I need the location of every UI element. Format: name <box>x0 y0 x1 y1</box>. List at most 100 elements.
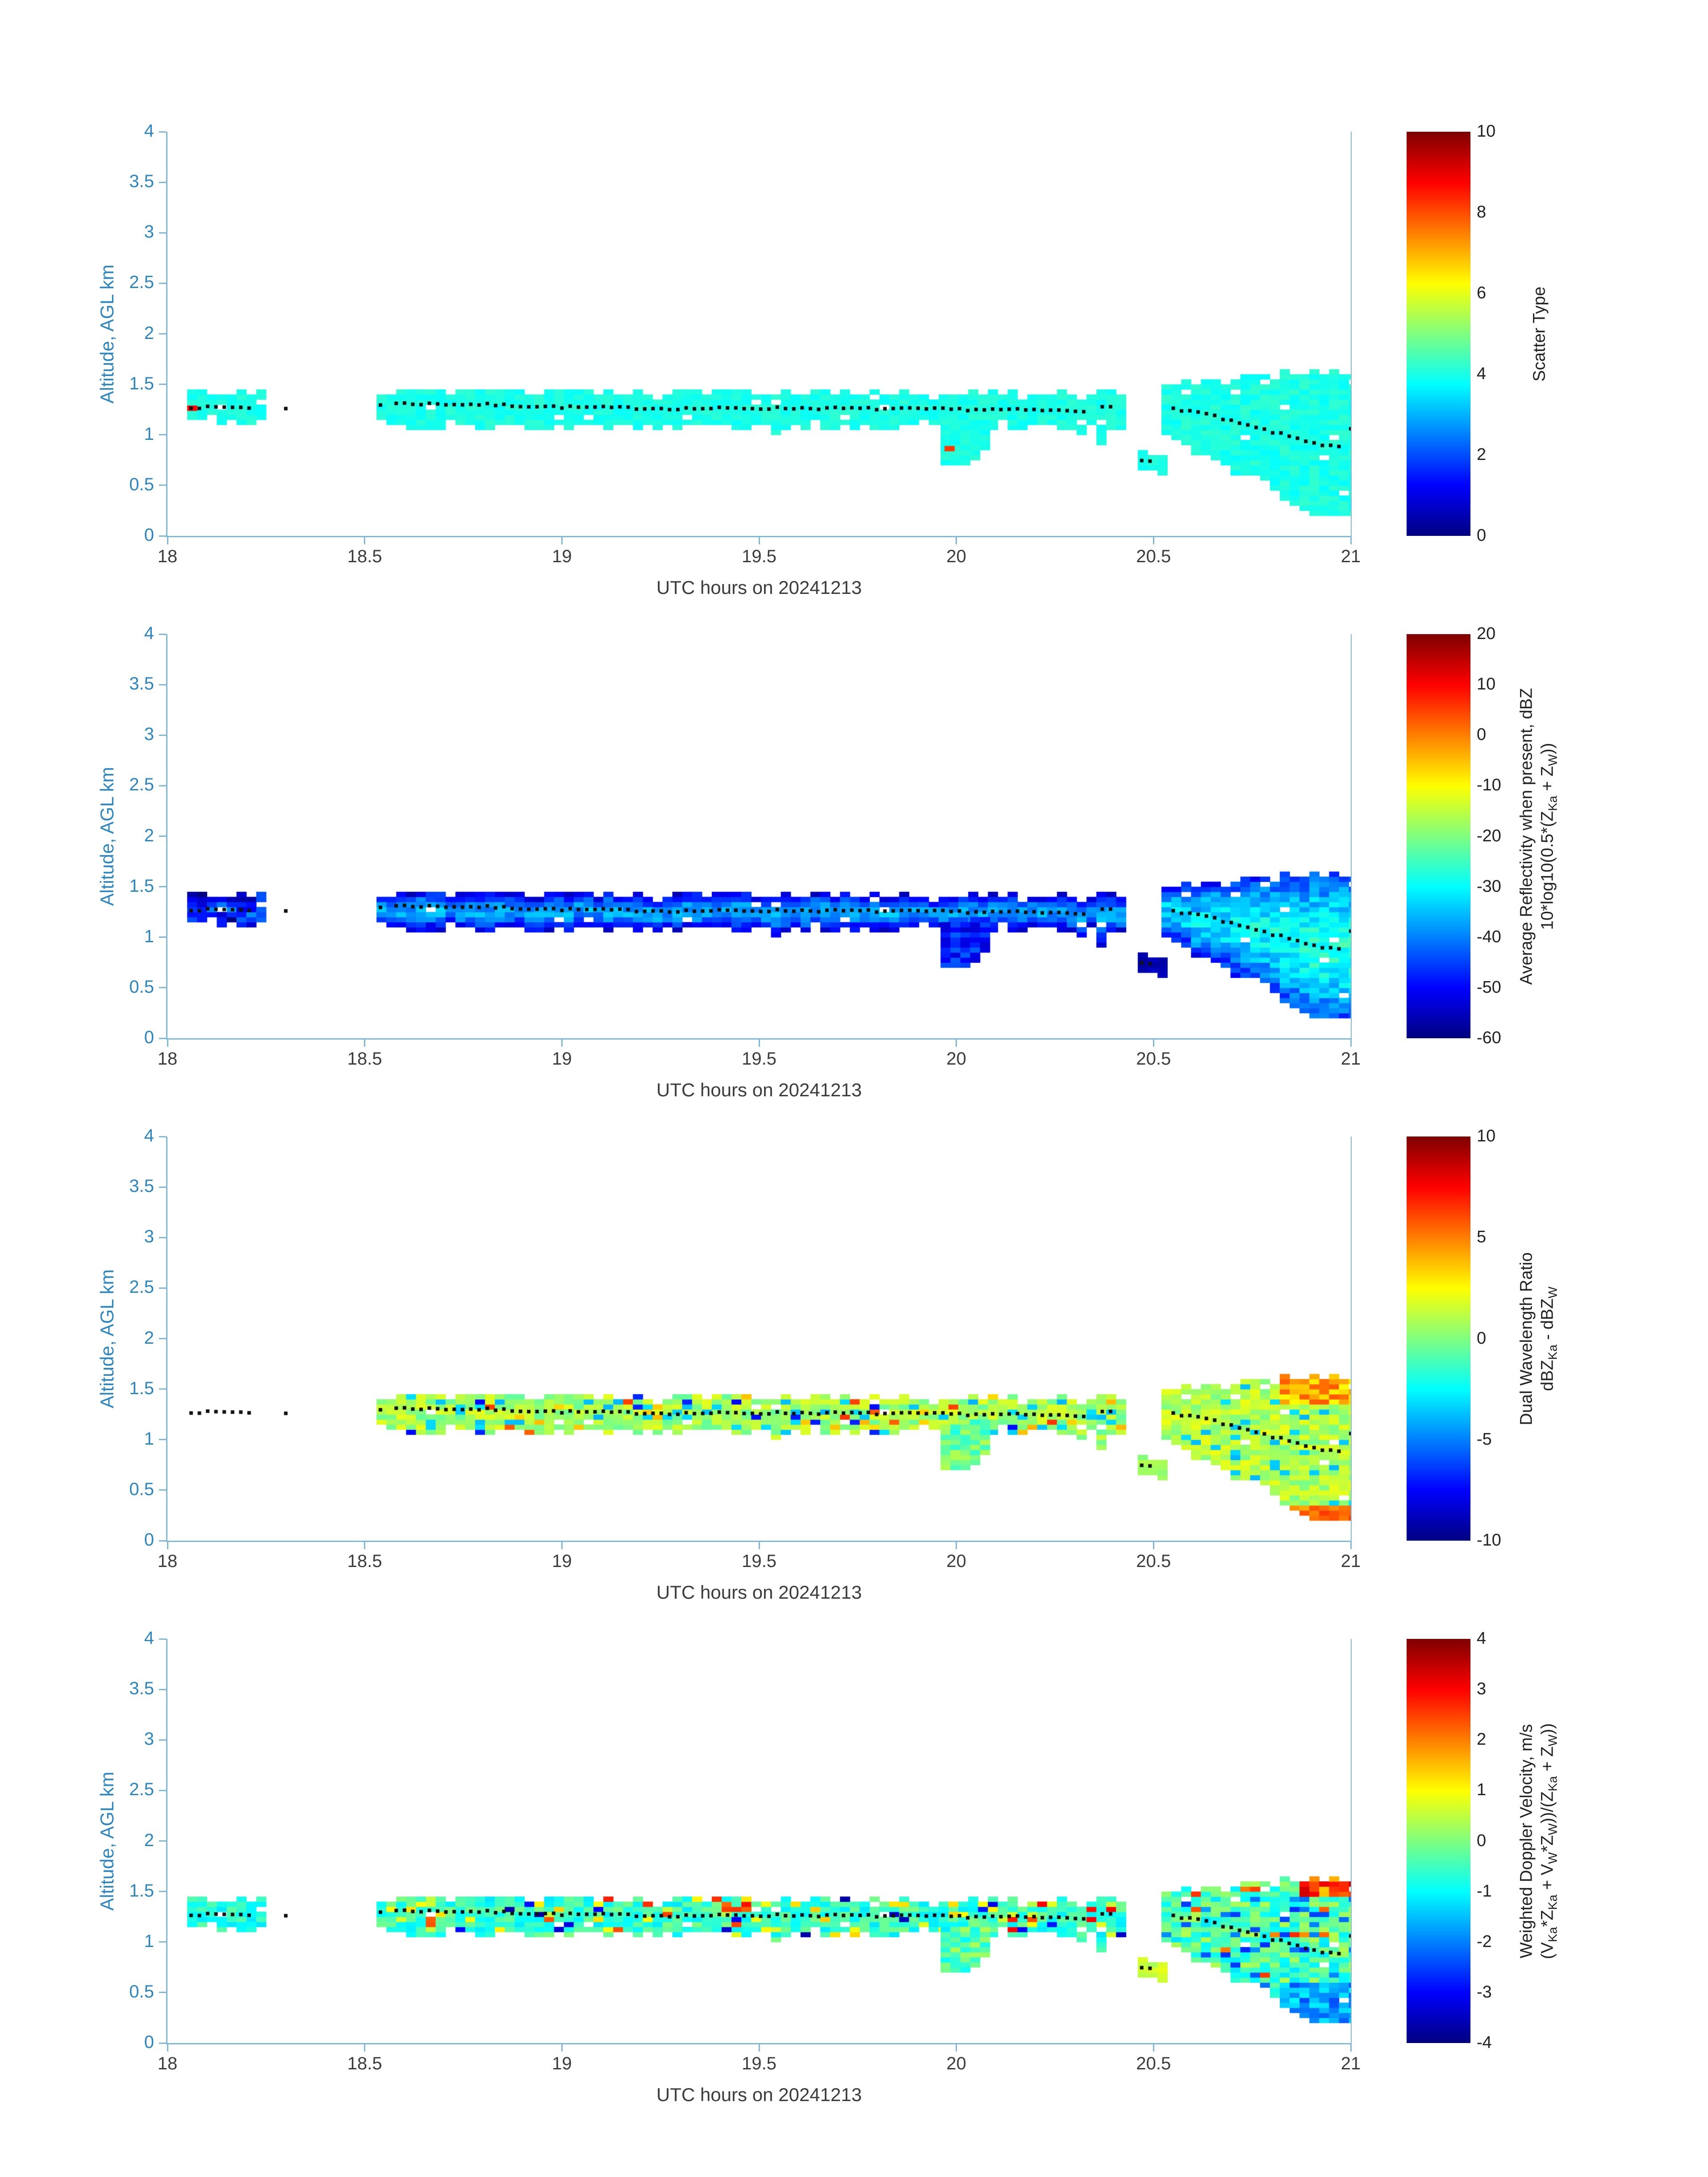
x-tick-mark <box>1153 1542 1154 1549</box>
colorbar-label-line: Dual Wavelength Ratio <box>1517 1252 1536 1425</box>
y-tick-mark <box>159 1489 166 1491</box>
colorbar-label-line: Weighted Doppler Velocity, m/s <box>1517 1724 1536 1958</box>
y-tick-label: 0 <box>144 1028 154 1047</box>
x-tick-label: 20 <box>946 1551 966 1571</box>
colorbar-label-line: 10*log10(0.5*(ZKa + ZW)) <box>1538 743 1560 930</box>
x-tick-mark <box>956 1040 957 1047</box>
y-tick-mark <box>159 1992 166 1993</box>
y-tick-label: 3 <box>144 1729 154 1749</box>
x-tick-mark <box>561 537 563 544</box>
x-tick-mark <box>167 537 168 544</box>
x-tick-label: 18 <box>157 547 178 566</box>
x-tick-mark <box>956 1542 957 1549</box>
x-tick-label: 20.5 <box>1136 2054 1171 2073</box>
x-tick-mark <box>758 1040 760 1047</box>
y-tick-mark <box>159 181 166 183</box>
x-tick-mark <box>758 2044 760 2052</box>
y-tick-mark <box>159 936 166 938</box>
y-tick-label: 0.5 <box>129 1479 154 1499</box>
colorbar-label: Dual Wavelength Ratio dBZKa - dBZW <box>1516 1252 1563 1425</box>
colorbar-tick-label: -3 <box>1477 1982 1492 2002</box>
x-tick-label: 20 <box>946 1049 966 1069</box>
x-tick-mark <box>1153 2044 1154 2052</box>
colorbar-label-line: (VKa*ZKa + VW*ZW))/(ZKa + ZW)) <box>1538 1723 1560 1959</box>
y-tick-mark <box>159 1237 166 1238</box>
y-tick-label: 0.5 <box>129 474 154 494</box>
colorbar-tick-label: -4 <box>1477 2033 1492 2052</box>
colorbar-tick-label: -30 <box>1477 877 1501 896</box>
colorbar-label-line: dBZKa - dBZW <box>1538 1286 1560 1391</box>
y-tick-mark <box>159 785 166 786</box>
y-tick-label: 0.5 <box>129 977 154 997</box>
colorbar-tick-label: -20 <box>1477 826 1501 845</box>
colorbar-tick-label: 6 <box>1477 284 1487 302</box>
y-tick-mark <box>159 1136 166 1137</box>
y-axis-label: Altitude, AGL km <box>96 1771 117 1911</box>
colorbar-tick-label: -10 <box>1477 776 1501 795</box>
x-tick-label: 21 <box>1341 1551 1361 1571</box>
y-tick-mark <box>159 485 166 486</box>
y-tick-label: 2 <box>144 1328 154 1348</box>
y-tick-mark <box>159 434 166 436</box>
x-tick-label: 20.5 <box>1136 547 1171 566</box>
x-tick-mark <box>561 1040 563 1047</box>
heatmap-plot <box>167 634 1351 1038</box>
x-tick-label: 19.5 <box>742 1049 777 1069</box>
heatmap-plot <box>167 1639 1351 2043</box>
colorbar-label-line: Average Reflectivity when present, dBZ <box>1517 688 1536 985</box>
y-tick-label: 4 <box>144 121 154 141</box>
x-tick-label: 19 <box>552 1049 572 1069</box>
x-tick-label: 21 <box>1341 1049 1361 1069</box>
x-tick-mark <box>167 1040 168 1047</box>
y-tick-label: 1.5 <box>129 1378 154 1398</box>
colorbar-tick-label: -10 <box>1477 1531 1501 1550</box>
colorbar-tick-label: 10 <box>1477 122 1496 141</box>
y-tick-mark <box>159 2042 166 2044</box>
y-axis-label: Altitude, AGL km <box>96 1269 117 1408</box>
x-tick-mark <box>1153 1040 1154 1047</box>
x-tick-mark <box>758 537 760 544</box>
colorbar-tick-label: 20 <box>1477 624 1496 643</box>
colorbar-tick-label: 2 <box>1477 1730 1487 1749</box>
y-tick-label: 2.5 <box>129 775 154 795</box>
x-tick-mark <box>364 2044 366 2052</box>
x-tick-label: 18.5 <box>347 2054 382 2073</box>
x-tick-label: 20 <box>946 2054 966 2073</box>
colorbar-label-line: Scatter Type <box>1530 286 1549 381</box>
y-tick-label: 3.5 <box>129 674 154 694</box>
y-tick-label: 0.5 <box>129 1981 154 2002</box>
y-tick-mark <box>159 1638 166 1640</box>
x-tick-mark <box>758 1542 760 1549</box>
colorbar <box>1407 634 1470 1038</box>
colorbar <box>1407 1137 1470 1541</box>
colorbar-tick-label: 3 <box>1477 1680 1487 1699</box>
y-tick-mark <box>159 836 166 837</box>
y-tick-mark <box>159 1941 166 1943</box>
y-tick-mark <box>159 535 166 537</box>
colorbar-tick-label: 1 <box>1477 1780 1487 1800</box>
y-tick-mark <box>159 1891 166 1893</box>
colorbar-tick-label: -2 <box>1477 1932 1492 1951</box>
y-tick-label: 1.5 <box>129 1880 154 1901</box>
y-tick-mark <box>159 1540 166 1542</box>
colorbar-label: Scatter Type <box>1529 286 1550 381</box>
plot-frame <box>166 634 1352 1040</box>
y-tick-label: 4 <box>144 1126 154 1145</box>
x-tick-mark <box>561 1542 563 1549</box>
x-tick-label: 19.5 <box>742 547 777 566</box>
colorbar-tick-label: 10 <box>1477 1127 1496 1145</box>
y-tick-label: 4 <box>144 1628 154 1648</box>
y-tick-label: 0 <box>144 2032 154 2052</box>
y-tick-label: 1 <box>144 1429 154 1449</box>
y-tick-label: 2.5 <box>129 1277 154 1297</box>
x-tick-label: 19 <box>552 1551 572 1571</box>
y-tick-mark <box>159 1338 166 1339</box>
x-tick-mark <box>364 1040 366 1047</box>
colorbar-tick-label: 0 <box>1477 526 1487 545</box>
x-tick-label: 21 <box>1341 547 1361 566</box>
x-tick-label: 21 <box>1341 2054 1361 2073</box>
y-axis-label: Altitude, AGL km <box>96 766 117 906</box>
